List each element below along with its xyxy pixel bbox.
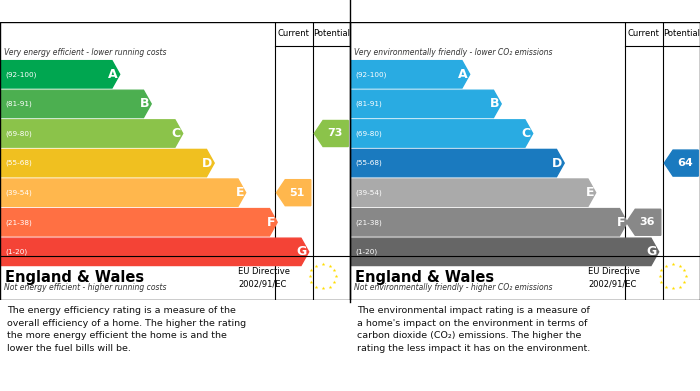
Text: E: E (235, 186, 244, 199)
Text: (39-54): (39-54) (6, 189, 32, 196)
Text: (81-91): (81-91) (355, 100, 382, 107)
Text: 64: 64 (677, 158, 693, 168)
Text: (55-68): (55-68) (6, 160, 32, 166)
Text: Current: Current (628, 29, 659, 38)
Text: D: D (202, 156, 213, 170)
Text: Potential: Potential (313, 29, 350, 38)
Text: Environmental Impact (CO₂) Rating: Environmental Impact (CO₂) Rating (355, 5, 617, 18)
Text: EU Directive
2002/91/EC: EU Directive 2002/91/EC (238, 267, 290, 288)
Polygon shape (0, 179, 246, 206)
Text: England & Wales: England & Wales (355, 270, 494, 285)
Polygon shape (350, 179, 596, 206)
Text: C: C (522, 127, 531, 140)
Polygon shape (0, 90, 151, 118)
Text: Potential: Potential (663, 29, 700, 38)
Text: EU Directive
2002/91/EC: EU Directive 2002/91/EC (588, 267, 640, 288)
Text: (92-100): (92-100) (355, 71, 386, 77)
Text: D: D (552, 156, 563, 170)
Text: Not energy efficient - higher running costs: Not energy efficient - higher running co… (4, 283, 166, 292)
Polygon shape (0, 238, 309, 265)
Text: (55-68): (55-68) (355, 160, 382, 166)
Text: 73: 73 (327, 129, 342, 138)
Polygon shape (0, 208, 277, 236)
Polygon shape (0, 61, 120, 88)
Polygon shape (0, 149, 214, 177)
Text: (1-20): (1-20) (6, 249, 27, 255)
Text: F: F (267, 216, 275, 229)
Text: Energy Efficiency Rating: Energy Efficiency Rating (6, 5, 188, 18)
Polygon shape (350, 90, 501, 118)
Polygon shape (350, 238, 659, 265)
Polygon shape (626, 209, 661, 235)
Polygon shape (276, 179, 311, 206)
Text: Current: Current (278, 29, 309, 38)
Polygon shape (350, 208, 627, 236)
Text: (81-91): (81-91) (6, 100, 32, 107)
Text: G: G (297, 245, 307, 258)
Text: F: F (617, 216, 626, 229)
Text: 36: 36 (639, 217, 655, 227)
Polygon shape (350, 61, 470, 88)
Polygon shape (664, 150, 699, 176)
Text: (21-38): (21-38) (355, 219, 382, 226)
Text: C: C (172, 127, 181, 140)
Text: A: A (458, 68, 468, 81)
Polygon shape (350, 120, 533, 147)
Text: (39-54): (39-54) (355, 189, 382, 196)
Text: Very environmentally friendly - lower CO₂ emissions: Very environmentally friendly - lower CO… (354, 48, 552, 57)
Text: The energy efficiency rating is a measure of the
overall efficiency of a home. T: The energy efficiency rating is a measur… (7, 307, 246, 353)
Text: (69-80): (69-80) (6, 130, 32, 137)
Text: England & Wales: England & Wales (6, 270, 144, 285)
Polygon shape (314, 120, 349, 147)
Text: 51: 51 (290, 188, 304, 198)
Text: G: G (647, 245, 657, 258)
Text: (21-38): (21-38) (6, 219, 32, 226)
Text: E: E (585, 186, 594, 199)
Text: The environmental impact rating is a measure of
a home's impact on the environme: The environmental impact rating is a mea… (357, 307, 590, 353)
Polygon shape (0, 120, 183, 147)
Text: (1-20): (1-20) (355, 249, 377, 255)
Text: Very energy efficient - lower running costs: Very energy efficient - lower running co… (4, 48, 166, 57)
Text: A: A (108, 68, 118, 81)
Text: B: B (140, 97, 150, 110)
Text: B: B (490, 97, 500, 110)
Polygon shape (350, 149, 564, 177)
Text: (69-80): (69-80) (355, 130, 382, 137)
Text: Not environmentally friendly - higher CO₂ emissions: Not environmentally friendly - higher CO… (354, 283, 552, 292)
Text: (92-100): (92-100) (6, 71, 36, 77)
